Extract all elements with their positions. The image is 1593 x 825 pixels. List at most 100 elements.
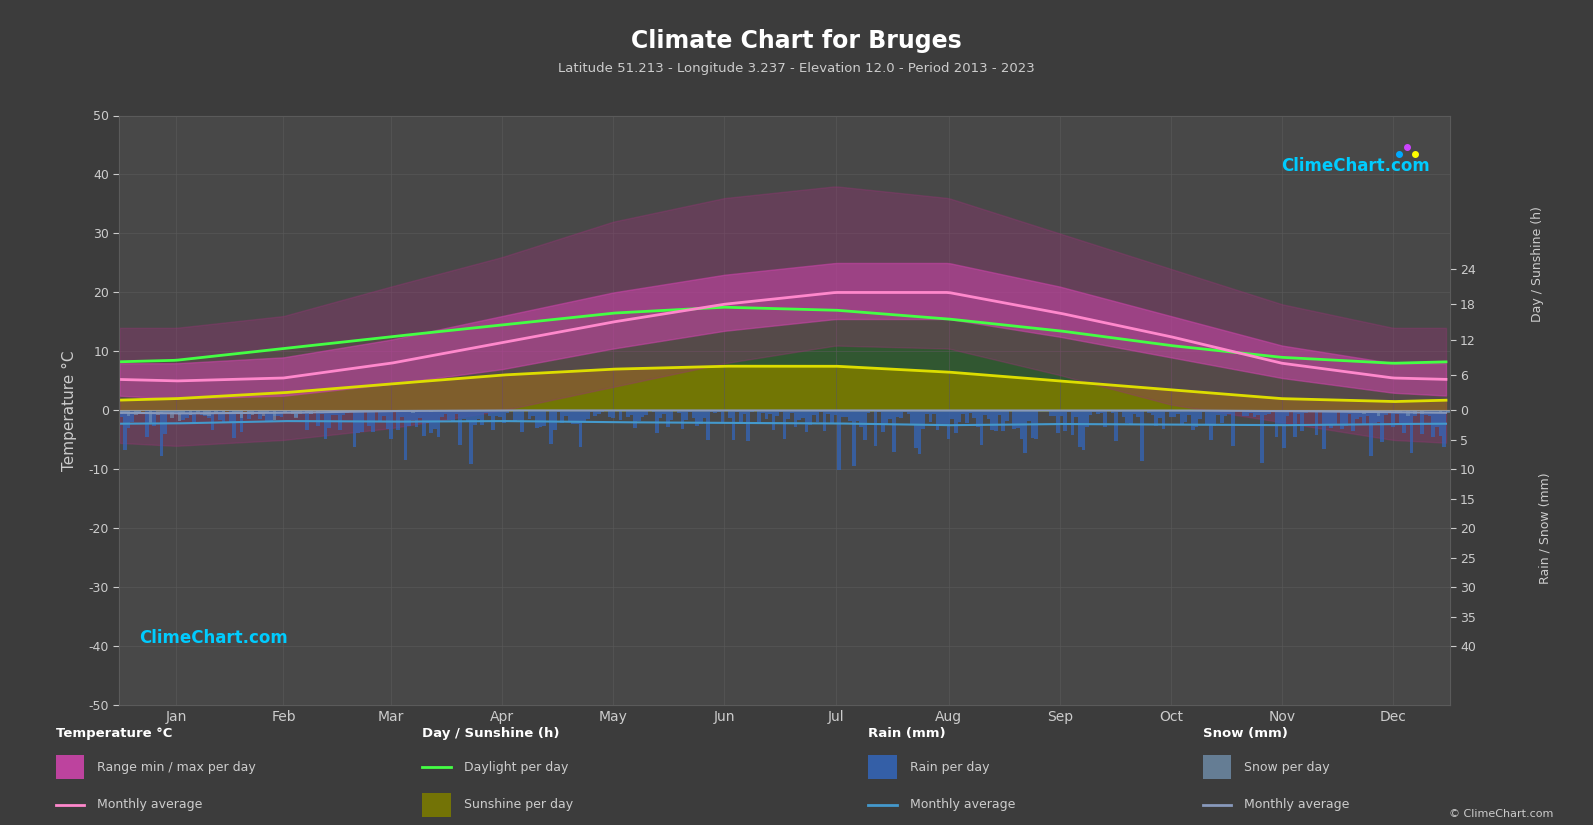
Bar xyxy=(1110,411,1115,413)
Bar xyxy=(652,411,655,412)
Bar xyxy=(280,411,284,417)
Bar xyxy=(258,411,261,414)
Bar xyxy=(335,411,338,415)
Bar xyxy=(575,411,578,424)
Bar xyxy=(148,411,153,422)
Text: Rain / Snow (mm): Rain / Snow (mm) xyxy=(1539,472,1552,584)
Bar xyxy=(868,755,897,780)
Bar xyxy=(535,411,538,427)
Bar xyxy=(174,411,178,412)
Bar xyxy=(819,411,824,412)
Bar xyxy=(284,411,287,413)
Bar xyxy=(951,411,954,419)
Bar xyxy=(940,411,943,425)
Bar xyxy=(134,411,137,415)
Bar xyxy=(1064,411,1067,431)
Bar xyxy=(188,411,193,415)
Bar xyxy=(746,411,750,441)
Bar xyxy=(1195,411,1198,427)
Bar xyxy=(123,411,127,450)
Bar xyxy=(972,411,977,417)
Bar xyxy=(159,411,162,456)
Bar xyxy=(210,411,213,431)
Bar xyxy=(1136,411,1141,417)
Bar xyxy=(261,411,266,413)
Bar xyxy=(1074,411,1078,417)
Bar xyxy=(433,411,436,429)
Bar xyxy=(655,411,660,433)
Bar xyxy=(739,411,742,423)
Bar xyxy=(272,411,276,420)
Text: Rain (mm): Rain (mm) xyxy=(868,727,946,740)
Bar xyxy=(1155,411,1158,426)
Bar xyxy=(371,411,374,432)
Bar xyxy=(688,411,691,412)
Bar xyxy=(261,411,266,416)
Bar xyxy=(1399,411,1402,412)
Bar xyxy=(1365,411,1370,417)
Bar xyxy=(532,411,535,416)
Bar xyxy=(1282,411,1286,448)
Bar xyxy=(1381,411,1384,442)
Bar xyxy=(779,411,782,412)
Bar xyxy=(1407,411,1410,426)
Bar xyxy=(1002,411,1005,431)
Bar xyxy=(1012,411,1016,429)
Bar xyxy=(378,411,382,412)
Bar xyxy=(134,411,137,412)
Bar xyxy=(1206,411,1209,425)
Bar xyxy=(1201,411,1206,412)
Y-axis label: Temperature °C: Temperature °C xyxy=(62,350,78,471)
Bar xyxy=(408,411,411,426)
Bar xyxy=(867,411,870,413)
Bar xyxy=(250,411,255,415)
Bar xyxy=(484,411,487,413)
Bar xyxy=(564,411,567,416)
Bar xyxy=(1184,411,1187,422)
Bar xyxy=(1118,411,1121,412)
Bar xyxy=(666,411,669,427)
Bar xyxy=(830,411,833,423)
Bar xyxy=(56,755,84,780)
Bar xyxy=(127,411,131,427)
Bar xyxy=(236,411,239,412)
Bar xyxy=(720,411,725,423)
Bar xyxy=(266,411,269,422)
Bar xyxy=(1395,411,1399,412)
Bar xyxy=(1158,411,1161,417)
Bar xyxy=(145,411,148,436)
Bar xyxy=(808,411,812,425)
Text: Temperature °C: Temperature °C xyxy=(56,727,172,740)
Bar xyxy=(266,411,269,413)
Bar xyxy=(1249,411,1252,412)
Bar xyxy=(204,411,207,417)
Bar xyxy=(1395,411,1399,414)
Bar xyxy=(1337,411,1340,412)
Bar xyxy=(244,411,247,412)
Bar xyxy=(1421,411,1424,414)
Bar xyxy=(1314,411,1319,435)
Bar xyxy=(601,411,604,412)
Bar xyxy=(397,411,400,412)
Bar xyxy=(1220,411,1223,423)
Text: Range min / max per day: Range min / max per day xyxy=(97,761,256,774)
Bar xyxy=(207,411,210,418)
Bar xyxy=(644,411,648,415)
Bar xyxy=(1391,411,1395,427)
Bar xyxy=(910,411,914,425)
Bar xyxy=(1337,411,1340,412)
Text: Day / Sunshine (h): Day / Sunshine (h) xyxy=(422,727,559,740)
Bar xyxy=(411,411,414,420)
Bar xyxy=(943,411,946,425)
Bar xyxy=(182,411,185,420)
Bar xyxy=(213,411,218,413)
Bar xyxy=(932,411,935,414)
Bar xyxy=(1344,411,1348,426)
Bar xyxy=(1172,411,1176,417)
Bar xyxy=(1359,411,1362,412)
Bar xyxy=(1023,411,1027,454)
Bar xyxy=(349,411,352,412)
Bar xyxy=(221,411,225,412)
Bar xyxy=(1294,411,1297,412)
Bar xyxy=(1246,411,1249,416)
